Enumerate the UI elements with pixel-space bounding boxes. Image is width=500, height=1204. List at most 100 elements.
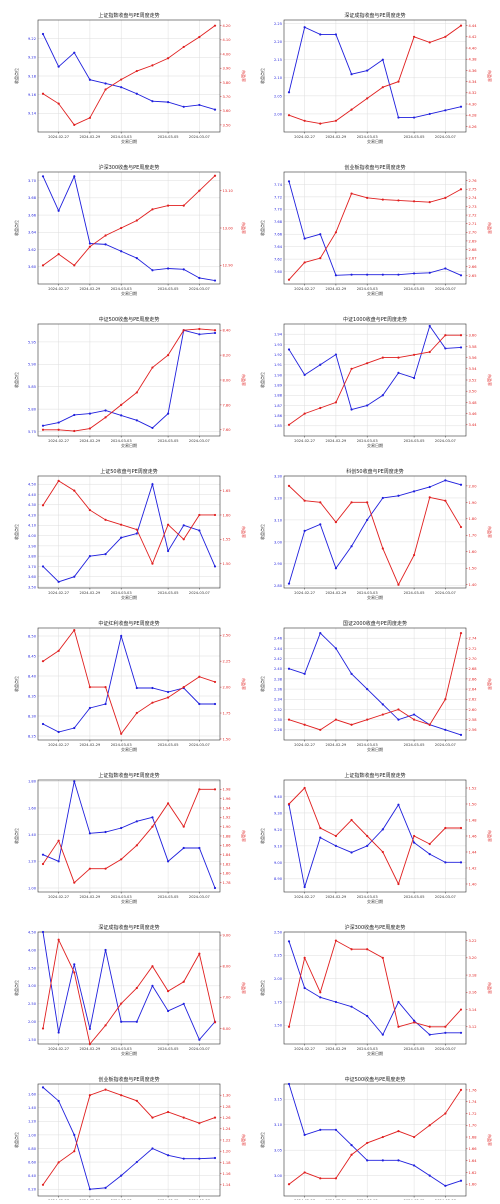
- data-point-right: [381, 356, 384, 359]
- y-left-tick-label: 2.50: [28, 1002, 37, 1006]
- data-point-right: [350, 192, 353, 195]
- data-point-right: [73, 881, 76, 884]
- plot-frame: [283, 779, 467, 893]
- data-point-left: [459, 346, 463, 349]
- y-right-tick-label: 2.72: [469, 647, 477, 651]
- data-point-left: [88, 1188, 92, 1191]
- data-point-right: [135, 844, 138, 847]
- data-point-left: [350, 851, 353, 854]
- y-left-tick-label: 3.60: [28, 575, 37, 579]
- y-left-tick-label: 2.34: [274, 698, 283, 702]
- y-right-axis-label: 市盈率: [487, 830, 493, 842]
- y-right-tick-label: 1.14: [223, 1183, 232, 1187]
- y-left-axis-label: 收盘点位: [13, 980, 19, 996]
- data-point-right: [334, 718, 338, 721]
- y-left-tick-label: 1.75: [274, 1000, 282, 1004]
- data-point-left: [334, 647, 338, 650]
- data-point-right: [334, 521, 338, 524]
- y-right-tick-label: 2.70: [469, 657, 478, 661]
- data-point-left: [287, 667, 291, 670]
- y-left-tick-label: 9.16: [28, 93, 37, 97]
- data-point-right: [428, 723, 431, 726]
- data-point-left: [350, 1005, 353, 1008]
- data-point-right: [151, 701, 154, 704]
- y-right-tick-label: 1.82: [223, 862, 231, 866]
- x-tick-label: 2024-03-05: [404, 287, 425, 291]
- y-left-tick-label: 4.00: [28, 534, 37, 538]
- y-right-axis-label: 市盈率: [241, 526, 247, 538]
- y-right-tick-label: 4.34: [469, 80, 478, 84]
- x-tick-label: 2024-02-27: [48, 895, 69, 899]
- data-point-right: [120, 1002, 123, 1005]
- data-point-right: [213, 513, 217, 517]
- data-point-left: [104, 552, 107, 556]
- data-point-right: [319, 501, 322, 504]
- y-left-tick-label: 3.15: [274, 1098, 282, 1102]
- series-line-left: [42, 1087, 216, 1190]
- series-line-left: [288, 1083, 462, 1187]
- data-point-left: [88, 412, 92, 415]
- chart-title: 深证成指收盘与PE周度走势: [98, 924, 159, 931]
- x-tick-label: 2024-02-27: [294, 743, 315, 747]
- data-point-right: [444, 1025, 447, 1028]
- x-tick-label: 2024-03-03: [357, 439, 378, 443]
- data-point-left: [366, 844, 369, 847]
- data-point-right: [41, 1183, 45, 1186]
- x-tick-label: 2024-03-07: [189, 591, 210, 595]
- data-point-right: [104, 867, 107, 870]
- x-tick-label: 2024-03-05: [158, 287, 179, 291]
- y-right-axis-label: 市盈率: [487, 222, 493, 234]
- series-line-left: [288, 26, 462, 119]
- data-point-left: [397, 1159, 400, 1162]
- data-point-right: [303, 261, 306, 264]
- data-point-right: [213, 1116, 217, 1119]
- data-point-right: [381, 198, 384, 201]
- data-point-right: [334, 1177, 338, 1180]
- y-right-tick-label: 1.75: [223, 711, 231, 715]
- data-point-right: [88, 427, 92, 430]
- series-line-right: [42, 480, 215, 565]
- chart-panel-1: 上证指数收盘与PE周度走势 9.14 9.16 9.18 9.20 9.22 3.50 3.6…: [13, 12, 247, 144]
- y-left-tick-label: 2.44: [274, 647, 283, 651]
- data-point-left: [135, 419, 138, 422]
- data-point-left: [120, 536, 123, 539]
- x-tick-label: 2024-03-03: [111, 1047, 132, 1051]
- chart-panel-10: 国证2000收盘与PE周度走势 2.28 2.30 2.32 2.34 2.36 2.38 2…: [259, 620, 493, 752]
- y-right-tick-label: 3.90: [223, 67, 232, 71]
- y-left-tick-label: 3.00: [274, 1174, 283, 1178]
- data-point-left: [459, 105, 463, 108]
- y-left-axis-label: 收盘点位: [13, 676, 19, 692]
- x-axis-label: 交易日期: [367, 746, 383, 752]
- y-left-tick-label: 7.60: [274, 270, 283, 274]
- x-tick-label: 2024-02-29: [325, 135, 347, 139]
- data-point-left: [428, 1174, 431, 1177]
- plot-frame: [37, 627, 221, 741]
- data-point-right: [120, 403, 123, 406]
- y-left-tick-label: 9.30: [274, 811, 283, 815]
- y-right-tick-label: 3.80: [223, 81, 232, 85]
- x-axis-label: 交易日期: [121, 290, 137, 296]
- y-right-tick-label: 1.84: [223, 853, 232, 857]
- y-left-axis-label: 收盘点位: [259, 68, 265, 84]
- data-point-right: [412, 834, 416, 838]
- y-left-tick-label: 9.22: [28, 37, 36, 41]
- y-right-tick-label: 6.00: [223, 1027, 232, 1031]
- data-point-right: [88, 116, 92, 119]
- data-point-right: [166, 1110, 170, 1114]
- chart-panel-2: 深证成指收盘与PE周度走势 2.00 2.05 2.10 2.15 2.20 2.25 4.2…: [259, 12, 493, 144]
- data-point-left: [319, 33, 322, 36]
- data-point-right: [166, 204, 170, 207]
- data-point-right: [198, 675, 201, 678]
- x-axis-label: 交易日期: [367, 1050, 383, 1056]
- data-point-right: [334, 231, 338, 234]
- data-point-left: [73, 51, 76, 54]
- y-right-tick-label: 2.00: [469, 484, 478, 488]
- y-left-tick-label: 2.80: [274, 584, 283, 588]
- data-point-right: [73, 489, 76, 492]
- data-point-right: [104, 88, 107, 91]
- y-right-tick-label: 1.48: [469, 818, 478, 822]
- y-left-tick-label: 4.10: [28, 524, 37, 528]
- y-right-tick-label: 1.72: [469, 1112, 477, 1116]
- x-axis-label: 交易日期: [121, 138, 137, 144]
